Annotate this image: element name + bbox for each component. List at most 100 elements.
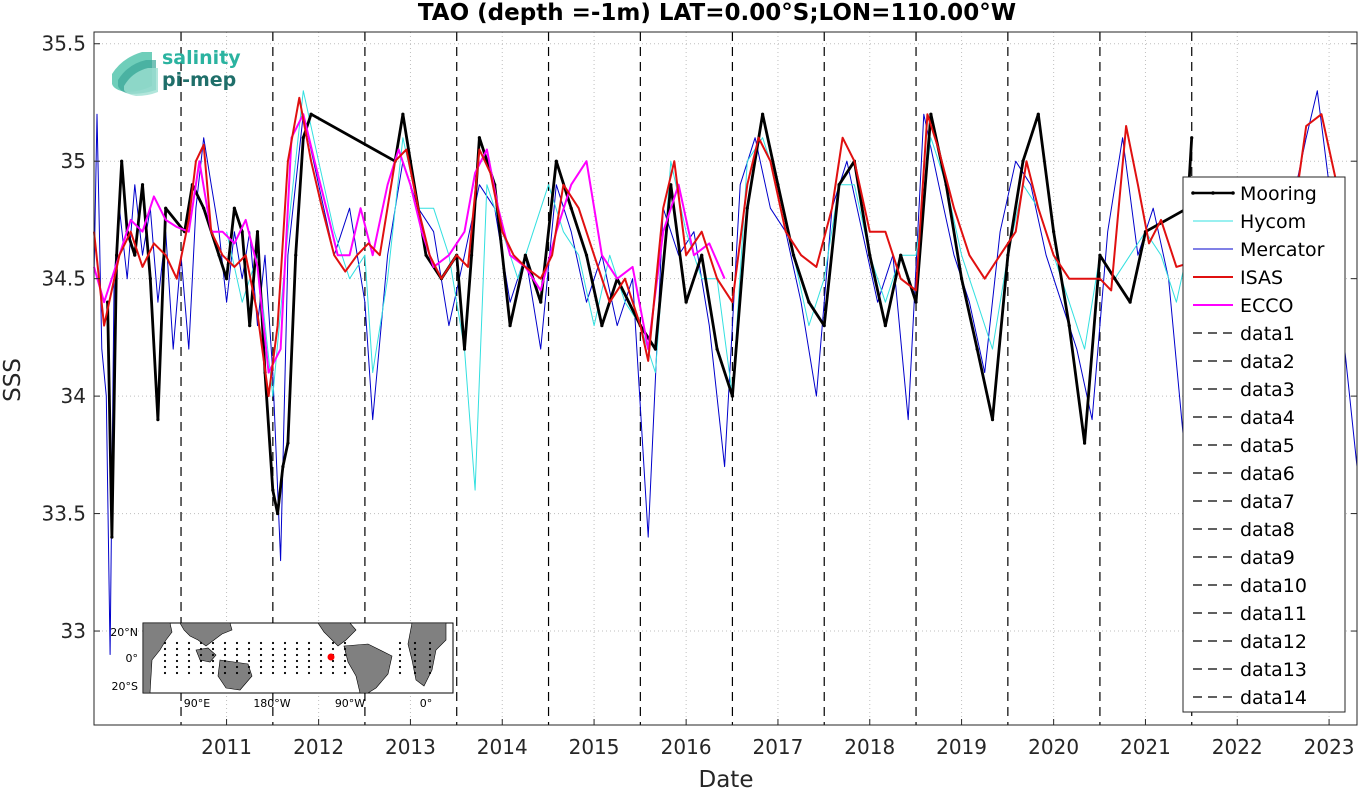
mooring-point bbox=[401, 112, 405, 116]
mooring-point bbox=[224, 277, 229, 281]
inset-selected-mooring bbox=[327, 653, 335, 661]
x-axis-label: Date bbox=[699, 767, 754, 790]
legend-item-data13: data13 bbox=[1193, 659, 1307, 681]
legend-item-data4: data4 bbox=[1193, 407, 1295, 429]
series-isas bbox=[93, 96, 1338, 398]
legend-label: data4 bbox=[1240, 407, 1295, 429]
inset-lon-label: 90°W bbox=[335, 697, 365, 710]
legend-item-data5: data5 bbox=[1193, 435, 1295, 457]
legend-label: data7 bbox=[1240, 491, 1295, 513]
x-tick-label: 2020 bbox=[1028, 735, 1079, 759]
inset-map: 20°N 0° 20°S 90°E 180°W 90°W 0° bbox=[110, 622, 454, 710]
mooring-point bbox=[276, 511, 280, 516]
mooring-point bbox=[554, 159, 558, 163]
mooring-point bbox=[600, 324, 604, 328]
x-tick-label: 2017 bbox=[752, 735, 803, 759]
mooring-point bbox=[232, 206, 236, 210]
mooring-point bbox=[156, 418, 160, 422]
logo-text-pimep: pi-mep bbox=[162, 69, 236, 91]
legend-item-Hycom: Hycom bbox=[1193, 211, 1306, 233]
mooring-point bbox=[469, 253, 474, 257]
mooring-point bbox=[115, 253, 119, 257]
inset-lon-label: 90°E bbox=[184, 697, 210, 710]
mooring-point bbox=[975, 347, 979, 351]
inset-lat-label: 20°S bbox=[112, 680, 138, 693]
mooring-point bbox=[301, 136, 305, 140]
mooring-point bbox=[523, 253, 527, 257]
series-ecco bbox=[93, 113, 726, 374]
mooring-point bbox=[990, 418, 995, 422]
legend-item-data14: data14 bbox=[1193, 687, 1307, 709]
legend-item-data2: data2 bbox=[1193, 351, 1295, 373]
mooring-point bbox=[424, 253, 428, 257]
mooring-point bbox=[1082, 441, 1087, 445]
inset-lon-label: 0° bbox=[420, 697, 433, 710]
x-tick-label: 2016 bbox=[661, 735, 712, 759]
inset-mooring-dots bbox=[163, 641, 432, 675]
legend-label: ECCO bbox=[1240, 295, 1294, 317]
series-mercator bbox=[93, 90, 1358, 655]
series-lines bbox=[93, 90, 1358, 655]
mooring-point bbox=[899, 253, 903, 257]
mooring-point bbox=[133, 253, 137, 257]
legend-label: data9 bbox=[1240, 547, 1295, 569]
legend-label: data14 bbox=[1240, 687, 1307, 709]
mooring-point bbox=[684, 300, 688, 304]
legend-item-data3: data3 bbox=[1193, 379, 1295, 401]
legend-item-data10: data10 bbox=[1193, 575, 1307, 597]
x-tick-label: 2012 bbox=[293, 735, 344, 759]
mooring-point bbox=[294, 253, 298, 257]
mooring-point bbox=[584, 253, 589, 257]
y-tick-label: 33.5 bbox=[41, 502, 86, 526]
inset-land bbox=[142, 622, 447, 694]
legend-label: Hycom bbox=[1240, 211, 1306, 233]
mooring-point bbox=[255, 230, 260, 234]
mooring-point bbox=[148, 277, 152, 281]
salinity-pimep-logo: salinity pi-mep bbox=[112, 47, 241, 96]
y-axis-label: SSS bbox=[0, 358, 26, 402]
mooring-point bbox=[791, 253, 796, 257]
mooring-point bbox=[653, 347, 658, 351]
mooring-point bbox=[120, 159, 124, 163]
mooring-point bbox=[110, 535, 114, 539]
legend-label: data2 bbox=[1240, 351, 1295, 373]
chart-title: TAO (depth =-1m) LAT=0.00°S;LON=110.00°W bbox=[418, 0, 1016, 26]
mooring-point bbox=[1006, 253, 1010, 257]
legend-item-data12: data12 bbox=[1193, 631, 1307, 653]
series-mooring bbox=[106, 112, 1194, 539]
legend-label: data1 bbox=[1240, 323, 1295, 345]
mooring-point bbox=[1128, 300, 1132, 304]
legend-item-Mooring: Mooring bbox=[1191, 183, 1317, 205]
x-tick-label: 2019 bbox=[936, 735, 987, 759]
series-hycom bbox=[226, 90, 1193, 491]
logo-wave-3 bbox=[124, 68, 158, 96]
x-tick-label: 2021 bbox=[1120, 735, 1171, 759]
inset-lat-label: 0° bbox=[126, 652, 139, 665]
x-tick-label: 2022 bbox=[1212, 735, 1263, 759]
legend-item-data1: data1 bbox=[1193, 323, 1295, 345]
axis-ticks: 33 33.5 34 34.5 35 35.5 2011 2012 2013 2014 2015 20… bbox=[41, 32, 1357, 759]
mooring-point bbox=[477, 136, 481, 140]
mooring-point bbox=[248, 324, 252, 328]
x-tick-label: 2011 bbox=[201, 735, 252, 759]
mooring-point bbox=[271, 488, 275, 492]
legend-label: data12 bbox=[1240, 631, 1307, 653]
mooring-point bbox=[309, 112, 313, 116]
y-tick-label: 34.5 bbox=[41, 267, 86, 291]
legend-item-ECCO: ECCO bbox=[1193, 295, 1294, 317]
legend-label: Mercator bbox=[1240, 239, 1325, 261]
mooring-point bbox=[745, 206, 749, 210]
plot-frame bbox=[93, 31, 1358, 726]
legend-label: data13 bbox=[1240, 659, 1307, 681]
mooring-point bbox=[164, 206, 168, 210]
mooring-point bbox=[700, 253, 704, 257]
x-tick-label: 2018 bbox=[844, 735, 895, 759]
legend-item-data6: data6 bbox=[1193, 463, 1295, 485]
mooring-point bbox=[776, 183, 780, 187]
mooring-point bbox=[1113, 277, 1117, 281]
legend-label: data3 bbox=[1240, 379, 1295, 401]
legend-label: data10 bbox=[1240, 575, 1307, 597]
mooring-point bbox=[959, 277, 964, 281]
x-tick-label: 2023 bbox=[1304, 735, 1355, 759]
